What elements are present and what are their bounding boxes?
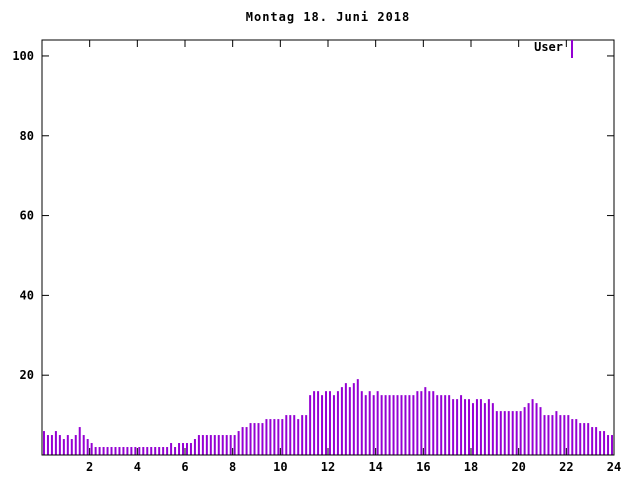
- legend-label: User: [534, 40, 563, 54]
- plot-border: [41, 39, 615, 456]
- x-tick-label: 18: [464, 460, 478, 474]
- x-tick-label: 22: [559, 460, 573, 474]
- y-tick-label: 40: [20, 288, 34, 302]
- x-tick-label: 12: [321, 460, 335, 474]
- x-tick-label: 20: [511, 460, 525, 474]
- x-tick-label: 24: [607, 460, 621, 474]
- x-tick-label: 8: [229, 460, 236, 474]
- y-tick-label: 60: [20, 209, 34, 223]
- x-tick-label: 10: [273, 460, 287, 474]
- y-tick-label: 80: [20, 129, 34, 143]
- x-tick-label: 6: [181, 460, 188, 474]
- y-tick-label: 100: [12, 49, 34, 63]
- x-tick-label: 16: [416, 460, 430, 474]
- chart-title: Montag 18. Juni 2018: [245, 10, 411, 24]
- x-tick-label: 14: [368, 460, 382, 474]
- x-tick-label: 2: [86, 460, 93, 474]
- x-tick-label: 4: [134, 460, 141, 474]
- y-tick-label: 20: [20, 368, 34, 382]
